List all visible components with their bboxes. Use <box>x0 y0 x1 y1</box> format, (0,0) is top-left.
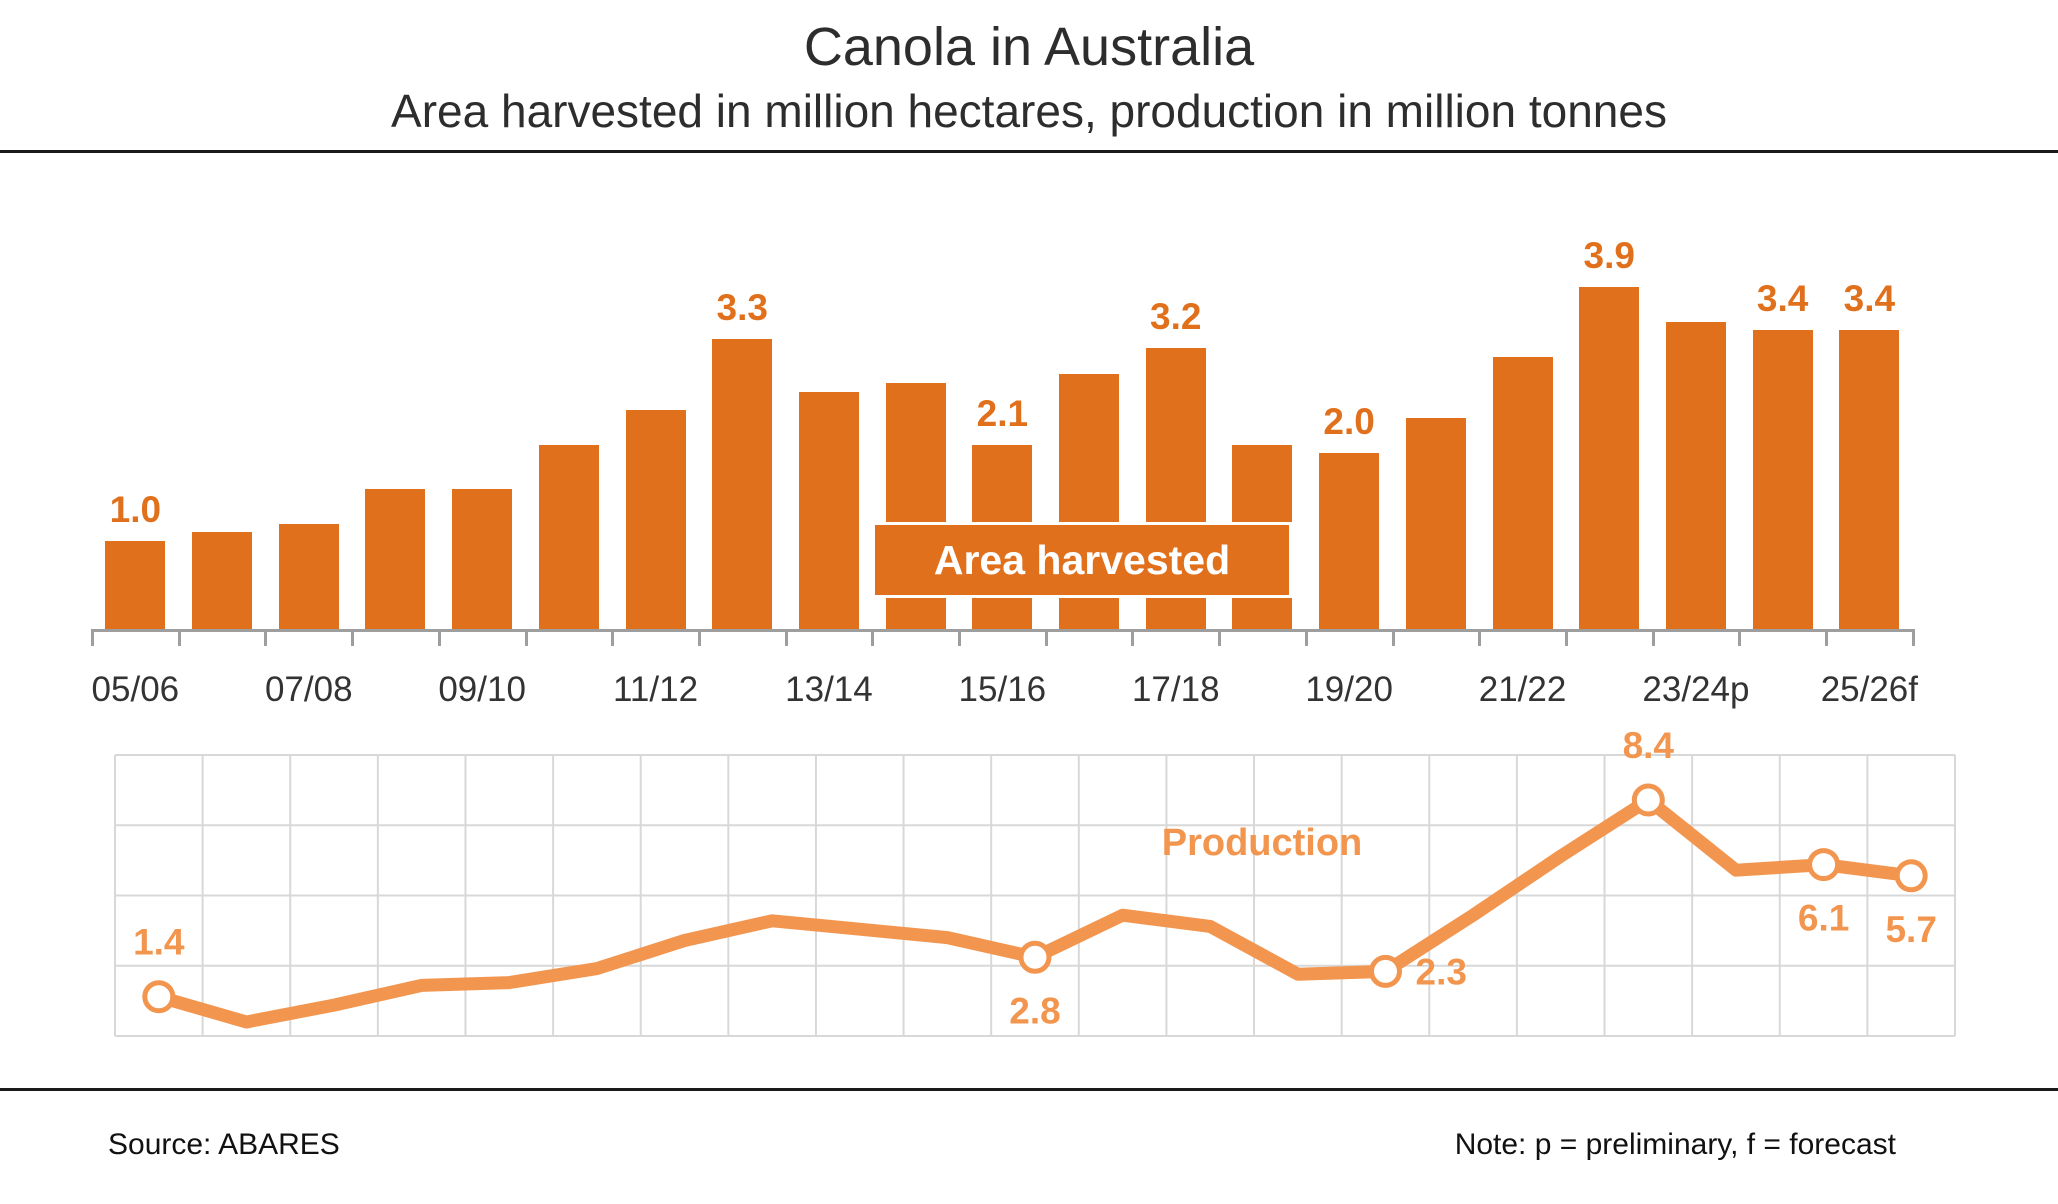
bar-value-label-05-06: 1.0 <box>109 489 162 531</box>
line-value-label-05-06: 1.4 <box>133 922 185 963</box>
x-axis-tick <box>1564 629 1568 646</box>
bar-08-09 <box>365 488 426 629</box>
bar-09-10 <box>452 488 513 629</box>
line-value-label-15-16: 2.8 <box>1009 990 1060 1031</box>
bar-value-label-12-13: 3.3 <box>716 287 768 329</box>
bar-11-12 <box>625 409 686 629</box>
bar-05-06 <box>105 541 166 629</box>
bar-12-13 <box>712 339 773 629</box>
bar-value-label-24-25: 3.4 <box>1756 278 1809 320</box>
x-axis-tick <box>1304 629 1308 646</box>
line-marker-25-26f <box>1894 859 1928 893</box>
x-axis-tick <box>524 629 528 646</box>
line-marker-24-25 <box>1807 848 1841 882</box>
bar-value-label-19-20: 2.0 <box>1323 401 1375 443</box>
bar-20-21 <box>1405 418 1466 629</box>
area-harvested-legend: Area harvested <box>872 522 1292 598</box>
line-marker-22-23 <box>1631 783 1665 817</box>
x-axis-tick <box>1478 629 1482 646</box>
x-tick-label-07-08: 07/08 <box>264 670 353 709</box>
x-axis-tick <box>1131 629 1135 646</box>
x-tick-label-21-22: 21/22 <box>1478 670 1567 709</box>
bar-23-24p <box>1665 321 1726 629</box>
x-axis-tick <box>437 629 441 646</box>
production-legend-label: Production <box>1161 822 1363 864</box>
bar-21-22 <box>1492 356 1553 629</box>
page-title: Canola in Australia <box>803 17 1255 77</box>
x-axis-tick <box>871 629 875 646</box>
line-marker-05-06 <box>142 980 176 1014</box>
bar-22-23 <box>1579 286 1640 629</box>
x-axis-tick <box>1044 629 1048 646</box>
area-harvested-legend-label: Area harvested <box>933 536 1231 583</box>
x-axis-tick <box>1738 629 1742 646</box>
x-axis-tick <box>1218 629 1222 646</box>
production-line <box>152 793 1918 1029</box>
x-axis-tick <box>784 629 788 646</box>
line-marker-19-20 <box>1369 954 1402 988</box>
x-axis-tick <box>264 629 268 646</box>
x-axis-tick <box>177 629 181 646</box>
source-text: Source: ABARES <box>108 1128 340 1161</box>
note-text: Note: p = preliminary, f = forecast <box>1454 1128 1896 1161</box>
x-tick-label-11-12: 11/12 <box>613 670 699 709</box>
line-value-label-22-23: 8.4 <box>1623 725 1675 766</box>
bar-25-26f <box>1839 330 1900 629</box>
x-tick-label-05-06: 05/06 <box>91 670 180 709</box>
x-tick-label-25-26f: 25/26f <box>1820 670 1918 709</box>
x-axis-tick <box>1825 629 1828 646</box>
bar-19-20 <box>1319 453 1380 629</box>
line-value-label-25-26f: 5.7 <box>1885 909 1936 950</box>
x-tick-label-23-24p: 23/24p <box>1642 670 1750 709</box>
page-subtitle: Area harvested in million hectares, prod… <box>391 85 1667 137</box>
bar-07-08 <box>278 523 339 629</box>
bar-value-label-22-23: 3.9 <box>1583 234 1635 276</box>
bottom-divider-line <box>0 1088 2058 1091</box>
x-axis-tick <box>1651 629 1655 646</box>
x-axis-tick <box>91 629 94 646</box>
x-tick-label-17-18: 17/18 <box>1131 670 1220 709</box>
line-value-label-19-20: 2.3 <box>1416 951 1467 992</box>
x-axis-line <box>92 629 1914 632</box>
bar-value-label-17-18: 3.2 <box>1150 296 1202 338</box>
bar-13-14 <box>798 391 859 629</box>
x-axis-tick <box>1391 629 1395 646</box>
bar-24-25 <box>1752 330 1813 629</box>
top-divider-line <box>0 150 2058 153</box>
line-marker-15-16 <box>1018 940 1052 974</box>
bar-10-11 <box>538 444 599 629</box>
x-axis-tick <box>611 629 615 646</box>
bar-value-label-15-16: 2.1 <box>976 392 1029 434</box>
x-tick-label-19-20: 19/20 <box>1305 670 1393 709</box>
x-tick-label-13-14: 13/14 <box>785 670 873 709</box>
bar-06-07 <box>192 532 253 629</box>
x-tick-label-15-16: 15/16 <box>958 670 1047 709</box>
line-value-label-24-25: 6.1 <box>1798 898 1849 939</box>
x-axis-tick <box>1911 629 1915 646</box>
x-axis-tick <box>697 629 701 646</box>
x-axis-tick <box>958 629 961 646</box>
x-axis-tick <box>351 629 355 646</box>
bar-value-label-25-26f: 3.4 <box>1843 278 1896 320</box>
x-tick-label-09-10: 09/10 <box>438 670 526 709</box>
